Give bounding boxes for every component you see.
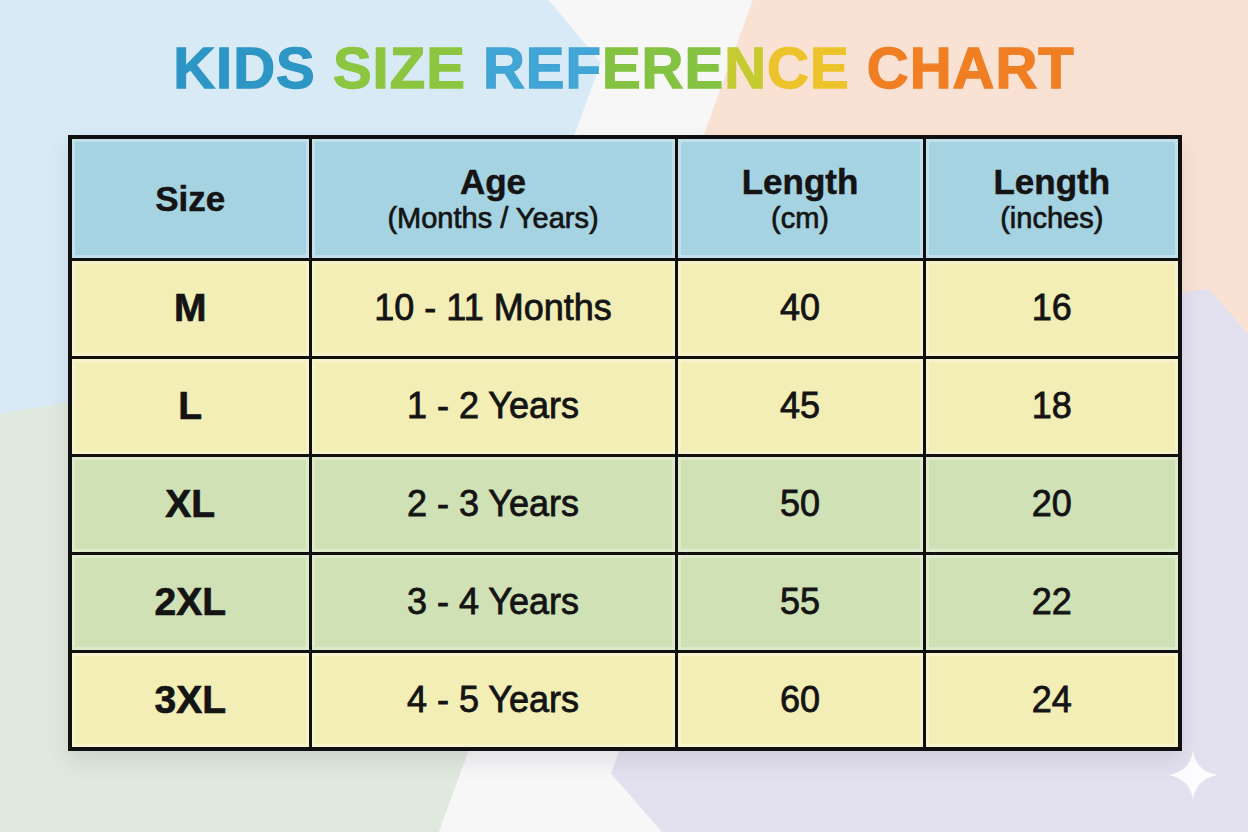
cell-size: L: [70, 357, 310, 455]
title-segment: ERE: [602, 35, 724, 100]
title-segment: CE: [767, 35, 867, 100]
header-cell-length-inches: Length (inches): [924, 137, 1180, 259]
cell-length-cm: 60: [676, 651, 924, 749]
cell-size: XL: [70, 455, 310, 553]
header-label: Age: [312, 162, 675, 201]
cell-size: 2XL: [70, 553, 310, 651]
cell-size: 3XL: [70, 651, 310, 749]
cell-length-inches: 24: [924, 651, 1180, 749]
cell-length-inches: 16: [924, 259, 1180, 357]
header-cell-size: Size: [70, 137, 310, 259]
page-title: KIDS SIZE REFERENCE CHART: [0, 34, 1248, 101]
cell-length-cm: 50: [676, 455, 924, 553]
header-cell-length-cm: Length (cm): [676, 137, 924, 259]
title-segment: SIZE: [333, 35, 483, 100]
title-segment: REF: [483, 35, 602, 100]
header-label: Size: [72, 179, 309, 218]
cell-age: 10 - 11 Months: [310, 259, 676, 357]
cell-age: 2 - 3 Years: [310, 455, 676, 553]
title-segment: CHART: [867, 35, 1075, 100]
table-row: 2XL 3 - 4 Years 55 22: [70, 553, 1180, 651]
header-label: Length: [678, 162, 923, 201]
table-row: L 1 - 2 Years 45 18: [70, 357, 1180, 455]
cell-length-cm: 45: [676, 357, 924, 455]
size-reference-table: Size Age (Months / Years) Length (cm) Le…: [68, 135, 1182, 751]
table-row: 3XL 4 - 5 Years 60 24: [70, 651, 1180, 749]
header-sublabel: (inches): [926, 202, 1179, 234]
cell-length-inches: 20: [924, 455, 1180, 553]
cell-length-inches: 22: [924, 553, 1180, 651]
table-header-row: Size Age (Months / Years) Length (cm) Le…: [70, 137, 1180, 259]
header-cell-age: Age (Months / Years): [310, 137, 676, 259]
header-sublabel: (cm): [678, 202, 923, 234]
header-label: Length: [926, 162, 1179, 201]
cell-length-cm: 40: [676, 259, 924, 357]
table-row: M 10 - 11 Months 40 16: [70, 259, 1180, 357]
cell-length-cm: 55: [676, 553, 924, 651]
cell-age: 4 - 5 Years: [310, 651, 676, 749]
cell-length-inches: 18: [924, 357, 1180, 455]
cell-age: 1 - 2 Years: [310, 357, 676, 455]
sparkle-icon: [1168, 750, 1218, 800]
size-chart-poster: KIDS SIZE REFERENCE CHART Size Age (Mont…: [0, 0, 1248, 832]
title-segment: N: [724, 35, 767, 100]
table-row: XL 2 - 3 Years 50 20: [70, 455, 1180, 553]
cell-age: 3 - 4 Years: [310, 553, 676, 651]
cell-size: M: [70, 259, 310, 357]
header-sublabel: (Months / Years): [312, 202, 675, 234]
title-segment: KIDS: [173, 35, 333, 100]
